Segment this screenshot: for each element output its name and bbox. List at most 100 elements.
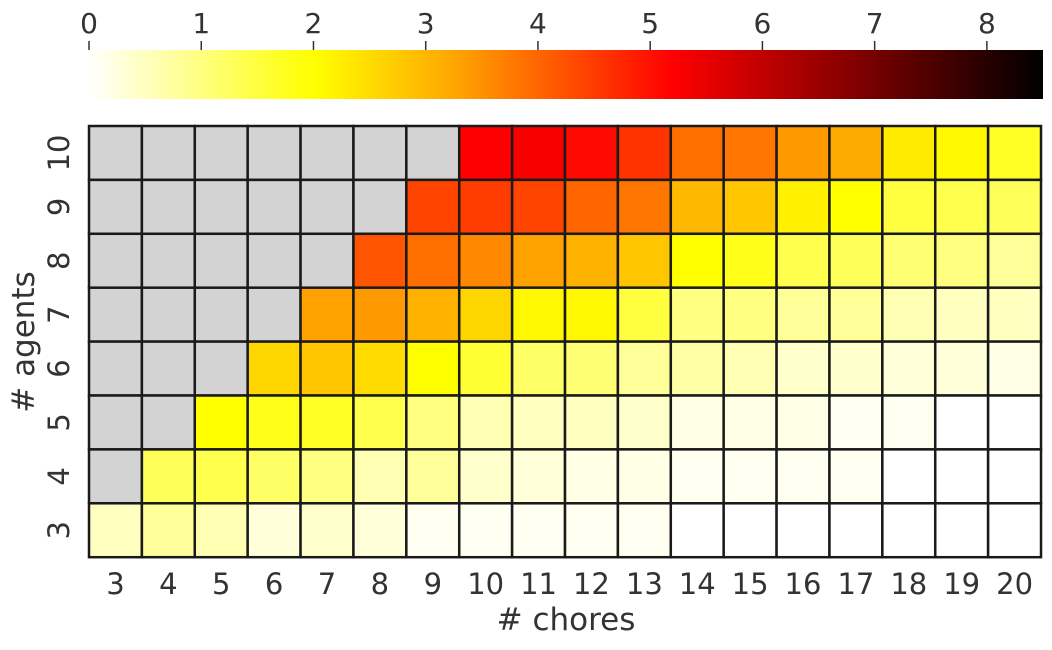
heatmap-cell bbox=[986, 394, 1043, 451]
heatmap-cell bbox=[881, 502, 937, 559]
heatmap-cell bbox=[193, 394, 249, 451]
heatmap-cell bbox=[669, 232, 725, 289]
x-tick-label: 12 bbox=[573, 567, 610, 601]
heatmap-cell bbox=[352, 232, 408, 289]
heatmap-cell bbox=[669, 340, 725, 397]
heatmap-cell bbox=[669, 286, 725, 343]
colorbar-tick-label: 3 bbox=[417, 7, 435, 40]
heatmap-cell bbox=[933, 232, 990, 289]
heatmap-cell bbox=[352, 448, 408, 505]
heatmap-cell bbox=[563, 502, 620, 559]
heatmap-cell bbox=[616, 178, 673, 236]
colorbar-tick-label: 1 bbox=[192, 7, 210, 40]
y-tick-labels: 10 9 8 7 6 5 4 3 bbox=[42, 134, 76, 539]
heatmap-cell bbox=[510, 286, 567, 343]
colorbar-tick-label: 7 bbox=[866, 7, 884, 40]
heatmap-cell-missing bbox=[140, 286, 197, 343]
heatmap-cell bbox=[140, 502, 197, 559]
x-axis-label: # chores bbox=[497, 602, 636, 638]
heatmap-cell bbox=[352, 502, 408, 559]
heatmap-cell-missing bbox=[193, 232, 249, 289]
x-tick-label: 17 bbox=[837, 567, 874, 601]
heatmap-cell-missing bbox=[140, 232, 197, 289]
x-tick-label: 20 bbox=[996, 567, 1033, 601]
y-tick-label: 7 bbox=[42, 305, 76, 323]
heatmap-cell bbox=[563, 394, 620, 451]
colorbar-tick-label: 8 bbox=[978, 7, 996, 40]
heatmap-cell bbox=[722, 394, 778, 451]
heatmap-cell-missing bbox=[87, 448, 144, 505]
heatmap-cell bbox=[933, 448, 990, 505]
colorbar-tick-label: 6 bbox=[753, 7, 771, 40]
heatmap-cell-missing bbox=[246, 178, 302, 236]
y-tick-label: 6 bbox=[42, 359, 76, 377]
heatmap-cell bbox=[986, 232, 1043, 289]
x-tick-label: 10 bbox=[467, 567, 504, 601]
y-tick-label: 5 bbox=[42, 413, 76, 431]
heatmap-cell bbox=[775, 340, 831, 397]
heatmap-cell bbox=[722, 178, 778, 236]
heatmap-cell bbox=[669, 394, 725, 451]
heatmap-cell bbox=[881, 286, 937, 343]
heatmap-cell bbox=[775, 394, 831, 451]
heatmap-cell bbox=[563, 232, 620, 289]
heatmap-cell bbox=[933, 286, 990, 343]
heatmap-cell bbox=[246, 448, 302, 505]
x-tick-label: 11 bbox=[520, 567, 557, 601]
heatmap-cell bbox=[510, 394, 567, 451]
colorbar: 0 1 2 3 4 5 6 7 8 bbox=[80, 7, 1043, 99]
y-tick-label: 9 bbox=[42, 198, 76, 216]
heatmap-cell bbox=[405, 178, 461, 236]
heatmap-cell bbox=[881, 178, 937, 236]
heatmap-cell bbox=[563, 340, 620, 397]
x-tick-label: 7 bbox=[318, 567, 336, 601]
heatmap-cell bbox=[775, 286, 831, 343]
heatmap-cell-missing bbox=[87, 124, 144, 182]
y-tick-label: 10 bbox=[42, 134, 76, 171]
x-tick-label: 3 bbox=[106, 567, 124, 601]
heatmap-cell bbox=[933, 340, 990, 397]
x-tick-labels: 3 4 5 6 7 8 9 10 11 12 13 14 15 16 17 18 19 20 bbox=[106, 567, 1033, 601]
heatmap-cell bbox=[405, 286, 461, 343]
heatmap-cells bbox=[87, 124, 1043, 559]
heatmap-cell bbox=[986, 124, 1043, 182]
heatmap-cell-missing bbox=[140, 340, 197, 397]
heatmap-cell bbox=[828, 340, 884, 397]
x-tick-label: 5 bbox=[212, 567, 230, 601]
heatmap-cell bbox=[828, 178, 884, 236]
heatmap-cell-missing bbox=[87, 340, 144, 397]
heatmap-cell bbox=[563, 124, 620, 182]
y-tick-label: 8 bbox=[42, 252, 76, 270]
heatmap-cell bbox=[563, 448, 620, 505]
colorbar-gradient bbox=[89, 50, 1043, 99]
heatmap-cell bbox=[405, 232, 461, 289]
heatmap-cell bbox=[510, 232, 567, 289]
heatmap-cell bbox=[881, 394, 937, 451]
heatmap-cell bbox=[986, 178, 1043, 236]
heatmap-cell bbox=[87, 502, 144, 559]
heatmap-cell bbox=[669, 124, 725, 182]
heatmap-cell bbox=[510, 502, 567, 559]
heatmap-cell bbox=[775, 448, 831, 505]
heatmap-cell bbox=[933, 394, 990, 451]
heatmap-cell bbox=[193, 502, 249, 559]
x-tick-label: 6 bbox=[265, 567, 283, 601]
heatmap-cell bbox=[299, 448, 355, 505]
heatmap-cell bbox=[828, 394, 884, 451]
heatmap-cell bbox=[828, 502, 884, 559]
heatmap-cell bbox=[775, 124, 831, 182]
heatmap-cell-missing bbox=[87, 286, 144, 343]
y-tick-label: 4 bbox=[42, 467, 76, 485]
heatmap-cell bbox=[616, 394, 673, 451]
y-tick-label: 3 bbox=[42, 521, 76, 539]
heatmap-cell bbox=[616, 502, 673, 559]
heatmap-cell-missing bbox=[87, 394, 144, 451]
heatmap-cell-missing bbox=[140, 124, 197, 182]
heatmap-cell-missing bbox=[405, 124, 461, 182]
heatmap-cell bbox=[457, 340, 514, 397]
heatmap-cell-missing bbox=[193, 340, 249, 397]
heatmap-cell bbox=[457, 124, 514, 182]
colorbar-tick-label: 0 bbox=[80, 7, 98, 40]
heatmap-cell bbox=[510, 124, 567, 182]
y-axis-label: # agents bbox=[6, 271, 42, 413]
